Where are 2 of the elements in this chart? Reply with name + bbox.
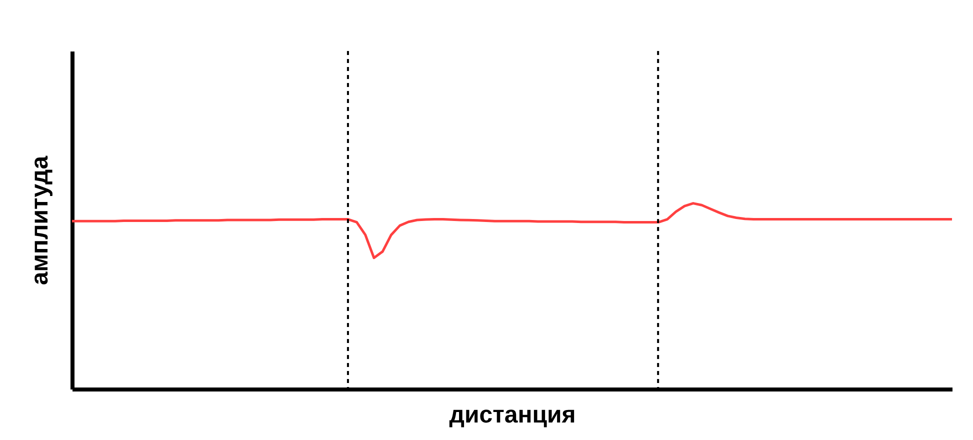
x-axis-title: дистанция xyxy=(449,402,576,428)
y-axis-title: амплитуда xyxy=(26,155,54,286)
